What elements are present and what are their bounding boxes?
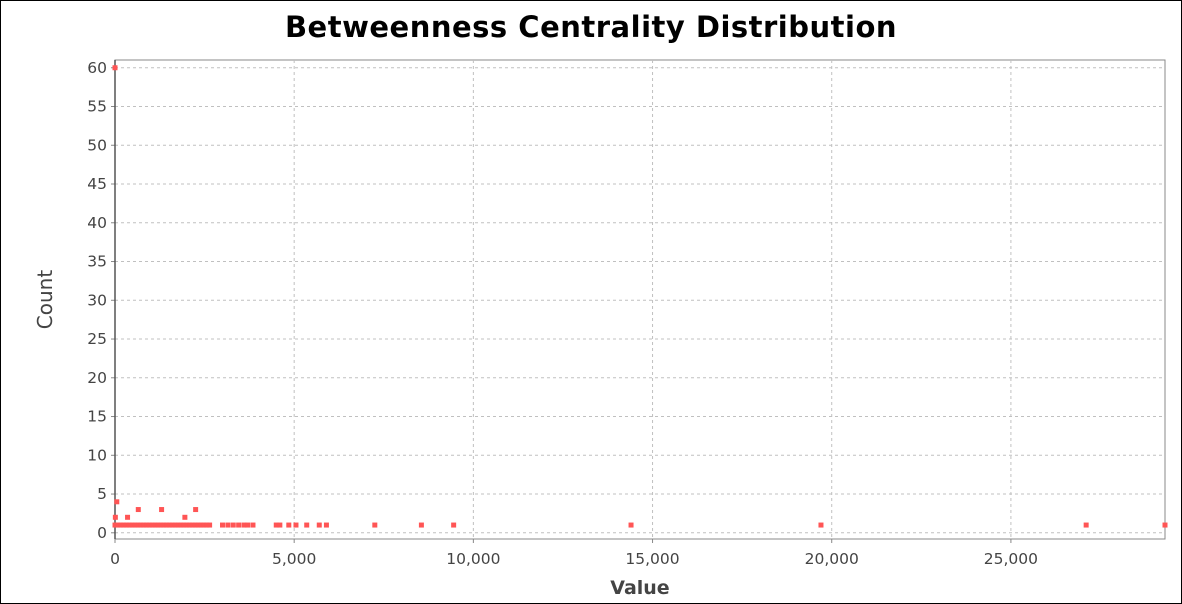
data-point: [158, 522, 164, 528]
data-point: [175, 522, 181, 528]
data-point: [277, 522, 283, 528]
data-point: [207, 522, 213, 528]
data-point: [112, 65, 118, 71]
data-point: [304, 522, 310, 528]
data-point: [135, 522, 141, 528]
data-point: [144, 522, 150, 528]
data-point: [189, 522, 195, 528]
data-point: [129, 522, 135, 528]
data-point: [178, 522, 184, 528]
y-tick-label: 55: [87, 98, 107, 116]
x-tick-label: 25,000: [984, 550, 1038, 568]
y-tick-label: 15: [87, 408, 107, 426]
data-point: [166, 522, 172, 528]
data-point: [126, 522, 132, 528]
data-point: [241, 522, 247, 528]
y-tick-label: 30: [87, 291, 107, 309]
tick-labels: 0 5,000 10,000 15,000 20,000 25,000 0 5 10 15 20 25…: [87, 59, 1038, 568]
data-point: [192, 522, 198, 528]
data-point: [135, 507, 141, 513]
data-point: [225, 522, 231, 528]
data-point: [198, 522, 204, 528]
data-point: [121, 522, 127, 528]
data-point: [316, 522, 322, 528]
y-tick-label: 0: [97, 524, 107, 542]
data-point: [138, 522, 144, 528]
data-point: [1083, 522, 1089, 528]
x-tick-label: 20,000: [805, 550, 859, 568]
data-point: [159, 507, 165, 513]
x-tick-label: 15,000: [625, 550, 679, 568]
data-point: [818, 522, 824, 528]
y-tick-label: 60: [87, 59, 107, 77]
data-point: [114, 499, 120, 505]
y-tick-label: 20: [87, 369, 107, 387]
data-point: [182, 514, 188, 520]
data-point: [451, 522, 457, 528]
grid: [115, 60, 1165, 539]
data-point: [195, 522, 201, 528]
data-point: [273, 522, 279, 528]
data-point: [149, 522, 155, 528]
data-point: [125, 514, 131, 520]
data-point: [141, 522, 147, 528]
plot-area: [114, 59, 1166, 540]
data-point: [1162, 522, 1168, 528]
data-points: [112, 65, 1168, 528]
data-point: [164, 522, 170, 528]
chart-title: Betweenness Centrality Distribution: [284, 10, 898, 44]
data-point: [372, 522, 378, 528]
data-point: [184, 522, 190, 528]
data-point: [323, 522, 329, 528]
data-point: [187, 522, 193, 528]
data-point: [123, 522, 129, 528]
data-point: [118, 522, 124, 528]
axes: [111, 60, 1012, 543]
data-point: [236, 522, 242, 528]
data-point: [230, 522, 236, 528]
data-point: [204, 522, 210, 528]
data-point: [193, 507, 199, 513]
y-tick-label: 25: [87, 330, 107, 348]
y-tick-label: 5: [97, 485, 107, 503]
data-point: [293, 522, 299, 528]
data-point: [286, 522, 292, 528]
data-point: [146, 522, 152, 528]
y-tick-label: 45: [87, 175, 107, 193]
x-tick-label: 10,000: [446, 550, 500, 568]
data-point: [161, 522, 167, 528]
data-point: [169, 522, 175, 528]
x-tick-label: 5,000: [272, 550, 316, 568]
y-tick-label: 50: [87, 136, 107, 154]
data-point: [152, 522, 158, 528]
x-axis-title: Value: [610, 577, 669, 599]
y-tick-label: 35: [87, 253, 107, 271]
x-tick-label: 0: [110, 550, 120, 568]
data-point: [172, 522, 178, 528]
y-tick-label: 40: [87, 214, 107, 232]
data-point: [181, 522, 187, 528]
data-point: [418, 522, 424, 528]
data-point: [112, 514, 118, 520]
data-point: [112, 522, 118, 528]
data-point: [628, 522, 634, 528]
data-point: [132, 522, 138, 528]
data-point: [250, 522, 256, 528]
y-tick-label: 10: [87, 446, 107, 464]
data-point: [201, 522, 207, 528]
data-point: [115, 522, 121, 528]
data-point: [220, 522, 226, 528]
data-point: [155, 522, 161, 528]
data-point: [245, 522, 251, 528]
y-axis-title: Count: [33, 270, 57, 330]
